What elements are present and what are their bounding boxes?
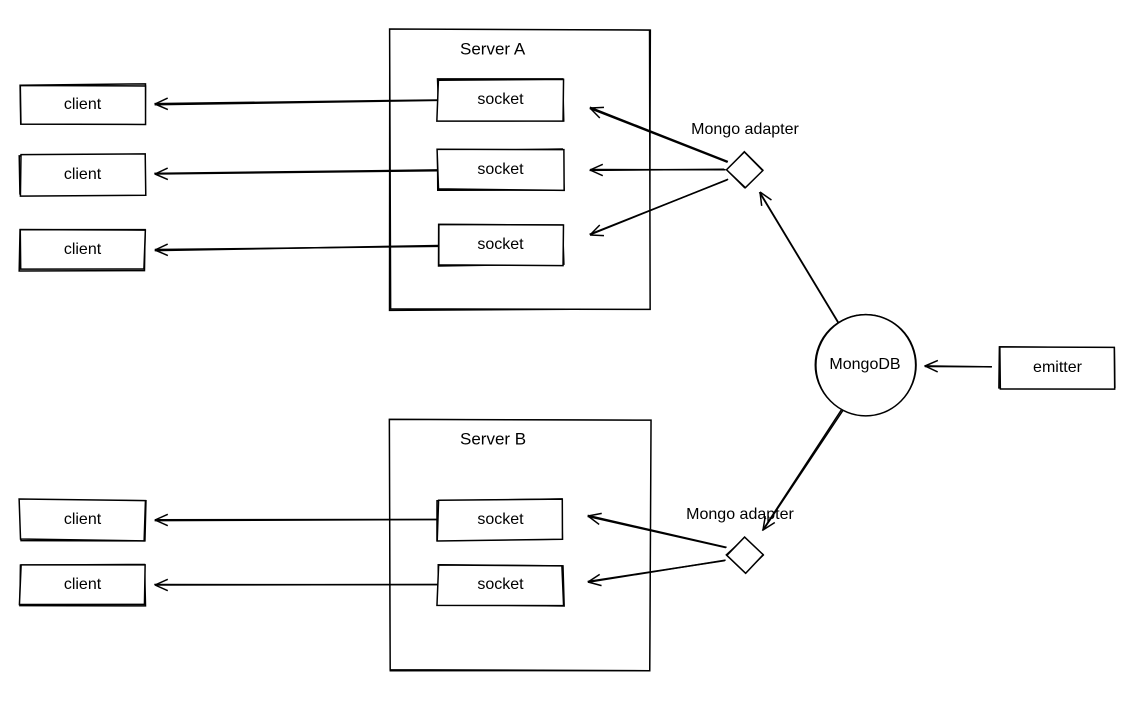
clientA1-label: client bbox=[64, 96, 102, 113]
adapterB-diamond bbox=[726, 537, 763, 573]
socketA3-label: socket bbox=[477, 236, 524, 253]
edge-emitter-to-mongodb bbox=[924, 360, 992, 371]
adapterA-diamond bbox=[727, 152, 763, 188]
clientA3-label: client bbox=[64, 241, 102, 258]
clientA2-label: client bbox=[64, 166, 102, 183]
edge-mongodb-to-adapterA bbox=[759, 192, 838, 323]
socketA2-label: socket bbox=[477, 161, 524, 178]
clientB1-label: client bbox=[64, 511, 102, 528]
serverB-label: Server B bbox=[460, 429, 526, 448]
adapterA-label: Mongo adapter bbox=[691, 121, 799, 138]
serverB-box bbox=[389, 419, 651, 670]
mongodb-label: MongoDB bbox=[829, 356, 900, 373]
socketB1-label: socket bbox=[477, 511, 524, 528]
socketB2-label: socket bbox=[477, 576, 524, 593]
serverA-label: Server A bbox=[460, 39, 526, 58]
socketA1-label: socket bbox=[477, 91, 524, 108]
clientB2-label: client bbox=[64, 576, 102, 593]
emitter-label: emitter bbox=[1033, 359, 1083, 376]
edge-mongodb-to-adapterB bbox=[762, 410, 842, 531]
